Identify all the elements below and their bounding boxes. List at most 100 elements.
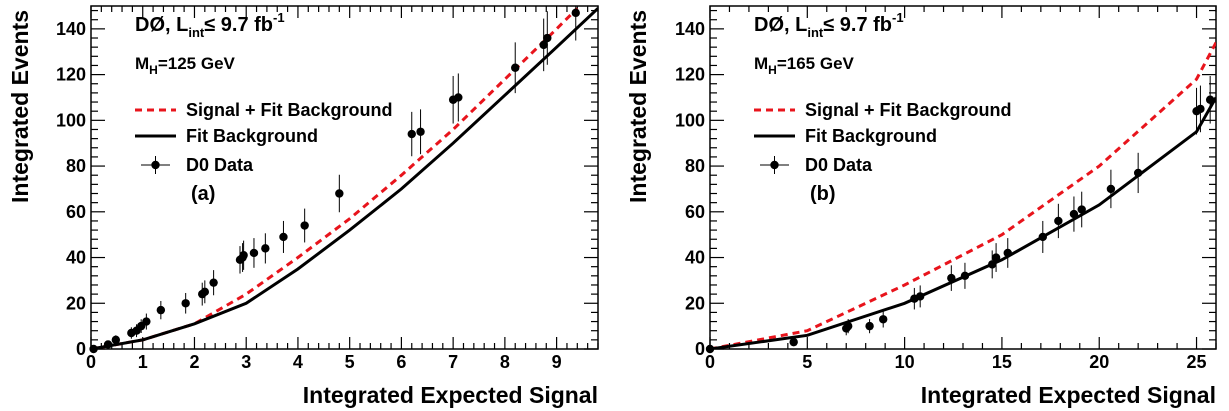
data-point	[1003, 238, 1012, 268]
data-marker	[1038, 232, 1047, 242]
data-marker	[209, 278, 218, 287]
chart-panel-b: 0 5 10 15 20 25 0 20 40 60 80 100 120 140 Integrated E…	[625, 5, 1217, 408]
data-point	[571, 6, 580, 41]
y-axis-title: Integrated Events	[7, 10, 33, 203]
data-marker	[1205, 95, 1215, 104]
data-marker	[543, 33, 552, 43]
data-point	[915, 285, 925, 308]
data-marker	[960, 271, 970, 281]
legend-item: Fit Background	[754, 126, 937, 146]
plot-frame	[90, 5, 599, 350]
data-point	[947, 265, 956, 291]
mass-label: MH=125 GeV	[135, 54, 236, 77]
y-tick-label: 120	[56, 65, 86, 85]
data-point	[705, 344, 715, 354]
data-marker	[335, 189, 344, 198]
data-point	[1077, 191, 1086, 228]
data-marker	[511, 63, 520, 72]
y-tick-label: 40	[66, 248, 86, 268]
y-tick-label: 80	[685, 156, 705, 176]
data-point	[865, 319, 874, 334]
data-point	[991, 243, 1001, 272]
data-marker	[1106, 184, 1116, 194]
data-marker	[947, 273, 956, 283]
experiment-label: DØ, Lint≤ 9.7 fb-1	[135, 10, 285, 40]
y-tick-label: 60	[685, 202, 705, 222]
data-point	[987, 250, 997, 279]
y-tick-label: 100	[675, 110, 705, 130]
data-point	[200, 280, 210, 304]
data-marker	[539, 40, 548, 50]
data-marker	[915, 292, 925, 301]
data-marker	[843, 321, 853, 331]
data-marker	[416, 127, 425, 136]
data-marker	[1069, 209, 1079, 219]
data-point	[1205, 75, 1215, 124]
x-axis-title: Integrated Expected Signal	[303, 382, 598, 408]
x-axis-title: Integrated Expected Signal	[921, 382, 1216, 408]
data-point	[261, 233, 270, 264]
data-marker	[789, 337, 798, 347]
legend-item: Signal + Fit Background	[754, 100, 1012, 120]
y-tick-label: 140	[675, 19, 705, 39]
y-tick-label: 120	[675, 65, 705, 85]
legend-label: D0 Data	[186, 155, 254, 175]
legend-label: Fit Background	[805, 126, 937, 146]
data-point	[181, 292, 190, 314]
legend-item: D0 Data	[760, 155, 873, 175]
data-marker	[279, 232, 288, 242]
data-point	[1069, 196, 1079, 232]
y-tick-label: 0	[76, 339, 86, 359]
data-point	[300, 208, 309, 243]
data-marker	[991, 253, 1001, 262]
data-marker	[142, 317, 151, 326]
legend: Signal + Fit Background Fit Background D0 …	[135, 100, 393, 175]
legend-item: Fit Background	[135, 126, 318, 146]
data-marker	[1003, 248, 1012, 258]
data-point	[789, 337, 798, 347]
data-point	[879, 311, 888, 328]
chart-panel-a: 0 1 2 3 4 5 6 7 8 9 0 20 40 60 80 100 120 140 Integrated E…	[7, 5, 599, 408]
data-marker	[1133, 168, 1143, 178]
data-marker	[571, 8, 580, 18]
data-marker	[1077, 205, 1086, 214]
data-point	[1038, 220, 1047, 253]
legend-item: D0 Data	[141, 155, 254, 175]
data-marker	[249, 248, 259, 258]
data-marker	[705, 344, 715, 354]
y-tick-label: 100	[56, 110, 86, 130]
data-point	[539, 18, 548, 72]
data-marker	[300, 221, 309, 230]
x-tick-label: 4	[293, 352, 303, 372]
data-point	[156, 300, 166, 320]
signal-plus-background-curve	[710, 41, 1216, 349]
y-tick-label: 20	[685, 293, 705, 313]
x-tick-label: 0	[86, 352, 96, 372]
data-marker	[1196, 104, 1205, 114]
x-tick-label: 0	[705, 352, 715, 372]
y-tick-label: 140	[56, 19, 86, 39]
x-tick-label: 1	[138, 352, 148, 372]
y-tick-label: 40	[685, 248, 705, 268]
data-point	[111, 335, 121, 345]
data-point	[279, 220, 288, 253]
data-point	[209, 270, 218, 296]
y-tick-label: 20	[66, 293, 86, 313]
legend-item: Signal + Fit Background	[135, 100, 393, 120]
data-point	[249, 238, 259, 268]
data-point	[407, 111, 416, 157]
data-point	[960, 262, 970, 289]
data-point	[239, 240, 248, 270]
data-point	[103, 340, 113, 349]
data-marker	[1054, 216, 1063, 226]
legend-swatch-marker	[151, 160, 160, 170]
x-tick-label: 25	[1187, 352, 1207, 372]
data-point	[416, 109, 425, 155]
y-tick-label: 0	[695, 339, 705, 359]
mass-label: MH=165 GeV	[754, 54, 855, 77]
data-point	[543, 11, 552, 65]
data-marker	[407, 129, 416, 139]
x-tick-label: 10	[895, 352, 915, 372]
data-point	[454, 73, 463, 122]
